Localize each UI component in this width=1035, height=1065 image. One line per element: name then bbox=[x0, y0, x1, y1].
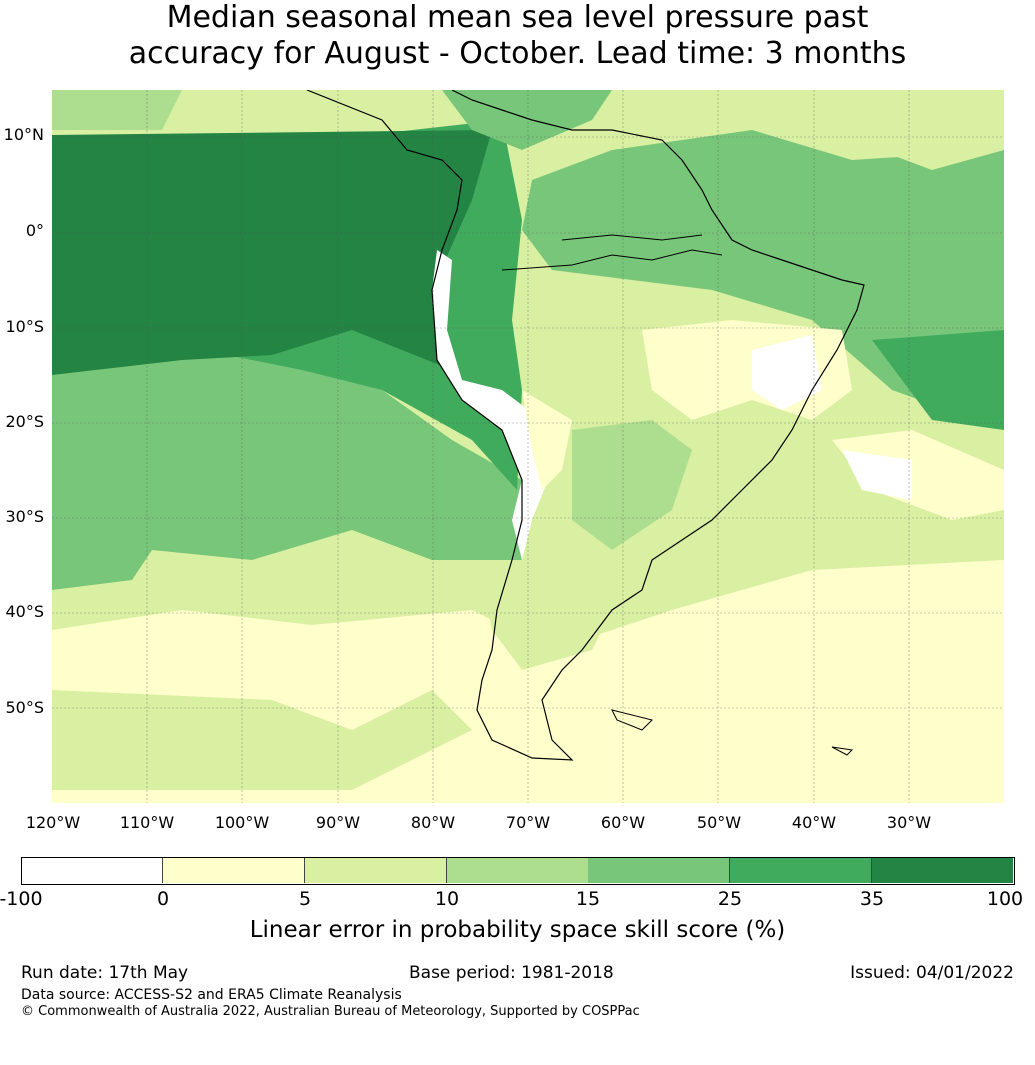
colorbar-segment-2 bbox=[305, 857, 447, 883]
amazon-river bbox=[501, 249, 723, 271]
skill-region-patagonia bbox=[482, 560, 612, 670]
skill-region-south-atlantic-pale bbox=[832, 430, 1004, 520]
issued-date: Issued: 04/01/2022 bbox=[850, 963, 1014, 983]
skill-region-atlantic-top bbox=[752, 90, 1004, 170]
lon-label-50w: 50°W bbox=[696, 813, 742, 832]
colorbar-segment-3 bbox=[447, 857, 589, 883]
skill-region-brazil-white bbox=[752, 335, 822, 410]
lat-label-40s: 40°S bbox=[5, 602, 44, 621]
title-line-2: accuracy for August - October. Lead time… bbox=[128, 36, 907, 71]
south-america-coastline bbox=[306, 90, 865, 761]
lon-label-60w: 60°W bbox=[600, 813, 646, 832]
skill-region-pacific-mid bbox=[52, 330, 522, 560]
lon-label-100w: 100°W bbox=[214, 813, 270, 832]
colorbar bbox=[21, 857, 1015, 885]
colorbar-segment-6 bbox=[872, 857, 1013, 883]
colorbar-label: Linear error in probability space skill … bbox=[249, 917, 786, 943]
colorbar-tick: 25 bbox=[717, 888, 743, 910]
lon-label-40w: 40°W bbox=[791, 813, 837, 832]
skill-region-equatorial-atlantic bbox=[872, 330, 1004, 430]
colorbar-tick: 10 bbox=[434, 888, 460, 910]
run-date: Run date: 17th May bbox=[21, 963, 189, 983]
colorbar-tick: 15 bbox=[575, 888, 601, 910]
base-period: Base period: 1981-2018 bbox=[409, 963, 614, 983]
lon-label-110w: 110°W bbox=[119, 813, 175, 832]
skill-region-south-band bbox=[52, 690, 472, 790]
colorbar-tick: 5 bbox=[298, 888, 312, 910]
lon-label-120w: 120°W bbox=[25, 813, 81, 832]
lon-label-70w: 70°W bbox=[505, 813, 551, 832]
lat-label-0: 0° bbox=[25, 221, 44, 240]
colorbar-tick: 0 bbox=[156, 888, 170, 910]
colorbar-segment-1 bbox=[163, 857, 305, 883]
skill-region-pacific-top bbox=[52, 130, 492, 375]
chart-title: Median seasonal mean sea level pressure … bbox=[0, 0, 1035, 72]
lon-label-90w: 90°W bbox=[315, 813, 361, 832]
colorbar-tick: 100 bbox=[986, 888, 1024, 910]
skill-score-map bbox=[52, 90, 1004, 803]
lat-label-20s: 20°S bbox=[5, 412, 44, 431]
river-line bbox=[561, 234, 703, 241]
skill-region-caribbean bbox=[442, 90, 612, 150]
lat-label-30s: 30°S bbox=[5, 507, 44, 526]
lat-label-10n: 10°N bbox=[3, 125, 44, 144]
colorbar-segment-4 bbox=[588, 857, 730, 883]
south-georgia-island bbox=[831, 746, 854, 756]
skill-region-west-pacific bbox=[52, 490, 172, 590]
graticule bbox=[52, 90, 1004, 803]
colorbar-segment-5 bbox=[730, 857, 872, 883]
copyright: © Commonwealth of Australia 2022, Austra… bbox=[21, 1004, 640, 1019]
skill-region-south-atlantic-white bbox=[842, 450, 912, 500]
lon-label-80w: 80°W bbox=[410, 813, 456, 832]
falkland-islands bbox=[611, 709, 653, 731]
title-line-1: Median seasonal mean sea level pressure … bbox=[166, 0, 869, 35]
colorbar-tick: -100 bbox=[0, 888, 43, 910]
colorbar-frame bbox=[21, 857, 1015, 885]
colorbar-segment-0 bbox=[21, 857, 163, 883]
colorbar-tick: 35 bbox=[859, 888, 885, 910]
lat-label-10s: 10°S bbox=[5, 317, 44, 336]
map-canvas bbox=[52, 90, 1004, 803]
data-source: Data source: ACCESS-S2 and ERA5 Climate … bbox=[21, 987, 402, 1003]
skill-region-south-america-central bbox=[572, 420, 692, 550]
lat-label-50s: 50°S bbox=[5, 698, 44, 717]
skill-region-top-left bbox=[52, 90, 182, 130]
skill-region-andes-pale bbox=[522, 390, 572, 490]
lon-label-30w: 30°W bbox=[886, 813, 932, 832]
